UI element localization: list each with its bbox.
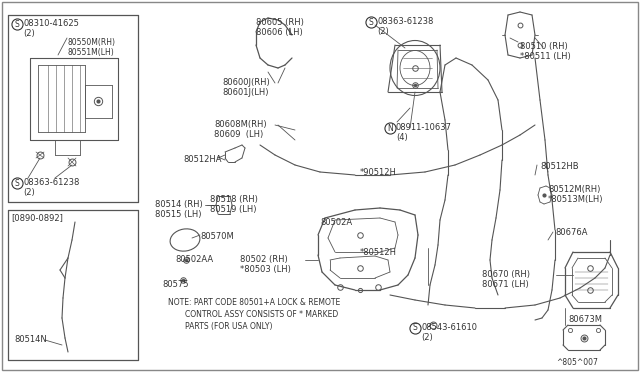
Text: (2): (2) bbox=[23, 29, 35, 38]
Text: *80503 (LH): *80503 (LH) bbox=[240, 265, 291, 274]
Text: 80502 (RH): 80502 (RH) bbox=[240, 255, 288, 264]
Text: 80608M(RH): 80608M(RH) bbox=[214, 120, 267, 129]
Text: ^805^007: ^805^007 bbox=[556, 358, 598, 367]
Text: *80511 (LH): *80511 (LH) bbox=[520, 52, 571, 61]
Text: 80512M(RH): 80512M(RH) bbox=[548, 185, 600, 194]
Text: 08543-61610: 08543-61610 bbox=[421, 323, 477, 332]
Text: 80518 (RH): 80518 (RH) bbox=[210, 195, 258, 204]
Text: (2): (2) bbox=[421, 333, 433, 342]
Text: 80600J(RH): 80600J(RH) bbox=[222, 78, 269, 87]
Text: 80605 (RH): 80605 (RH) bbox=[256, 18, 304, 27]
Text: S: S bbox=[15, 179, 19, 187]
Text: 80671 (LH): 80671 (LH) bbox=[482, 280, 529, 289]
Text: 80601J(LH): 80601J(LH) bbox=[222, 88, 269, 97]
Text: 80673M: 80673M bbox=[568, 315, 602, 324]
Text: 80570M: 80570M bbox=[200, 232, 234, 241]
Text: 80502AA: 80502AA bbox=[175, 255, 213, 264]
Text: CONTROL ASSY CONSISTS OF * MARKED: CONTROL ASSY CONSISTS OF * MARKED bbox=[185, 310, 339, 319]
Text: 08363-61238: 08363-61238 bbox=[23, 178, 79, 187]
Text: 80512HB: 80512HB bbox=[540, 162, 579, 171]
Text: 80670 (RH): 80670 (RH) bbox=[482, 270, 530, 279]
Text: 80676A: 80676A bbox=[555, 228, 588, 237]
Text: (2): (2) bbox=[23, 188, 35, 197]
Text: 80551M(LH): 80551M(LH) bbox=[68, 48, 115, 57]
Text: S: S bbox=[413, 324, 417, 333]
Text: [0890-0892]: [0890-0892] bbox=[11, 213, 63, 222]
Text: 80606 (LH): 80606 (LH) bbox=[256, 28, 303, 37]
Text: N: N bbox=[387, 124, 393, 132]
Text: NOTE: PART CODE 80501+A LOCK & REMOTE: NOTE: PART CODE 80501+A LOCK & REMOTE bbox=[168, 298, 340, 307]
Text: (4): (4) bbox=[396, 133, 408, 142]
Text: 80550M(RH): 80550M(RH) bbox=[68, 38, 116, 47]
Text: 80575: 80575 bbox=[162, 280, 189, 289]
Text: *80513M(LH): *80513M(LH) bbox=[548, 195, 604, 204]
Text: S: S bbox=[369, 17, 373, 26]
Text: 08911-10637: 08911-10637 bbox=[396, 123, 452, 132]
Text: PARTS (FOR USA ONLY): PARTS (FOR USA ONLY) bbox=[185, 322, 273, 331]
Text: 08363-61238: 08363-61238 bbox=[377, 17, 433, 26]
Text: (2): (2) bbox=[377, 27, 388, 36]
Text: S: S bbox=[15, 19, 19, 29]
Text: *80512H: *80512H bbox=[360, 248, 397, 257]
Text: 08310-41625: 08310-41625 bbox=[23, 19, 79, 28]
Text: *90512H: *90512H bbox=[360, 168, 397, 177]
Text: 80512HA: 80512HA bbox=[183, 155, 221, 164]
Text: 80515 (LH): 80515 (LH) bbox=[155, 210, 202, 219]
Text: 80609  (LH): 80609 (LH) bbox=[214, 130, 263, 139]
Text: 80514N: 80514N bbox=[14, 335, 47, 344]
Text: 80519 (LH): 80519 (LH) bbox=[210, 205, 257, 214]
Text: 80502A: 80502A bbox=[320, 218, 352, 227]
Text: 80514 (RH): 80514 (RH) bbox=[155, 200, 203, 209]
Text: 80510 (RH): 80510 (RH) bbox=[520, 42, 568, 51]
